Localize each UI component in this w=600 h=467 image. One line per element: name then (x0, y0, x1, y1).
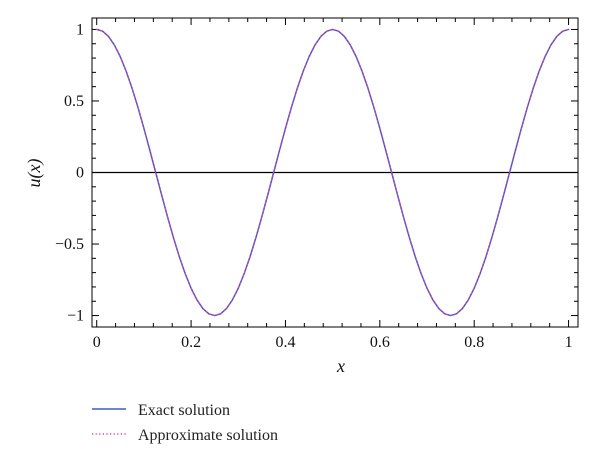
x-tick-labels: 0 0.2 0.4 0.6 0.8 1 (93, 334, 573, 351)
x-axis-label: x (336, 356, 345, 376)
y-tick-label: −0.5 (55, 236, 84, 253)
x-tick-label: 0.6 (370, 334, 390, 351)
y-tick-label: −1 (67, 308, 84, 325)
x-tick-label: 0.2 (181, 334, 201, 351)
series-layer (95, 28, 570, 317)
x-tick-label: 0.4 (275, 334, 295, 351)
legend-label-approximate: Approximate solution (138, 427, 278, 444)
y-tick-label: 0 (76, 165, 84, 182)
x-tick-label: 0.8 (464, 334, 484, 351)
x-tick-label: 0 (93, 334, 101, 351)
x-tick-label: 1 (565, 334, 573, 351)
y-tick-labels: −1 −0.5 0 0.5 1 (55, 21, 84, 324)
legend: Exact solution Approximate solution (92, 402, 278, 444)
legend-label-exact: Exact solution (138, 402, 230, 419)
series-line-approximate (96, 28, 570, 317)
y-axis-label: u(x) (24, 159, 45, 188)
y-tick-label: 1 (76, 21, 84, 38)
y-tick-label: 0.5 (64, 93, 84, 110)
